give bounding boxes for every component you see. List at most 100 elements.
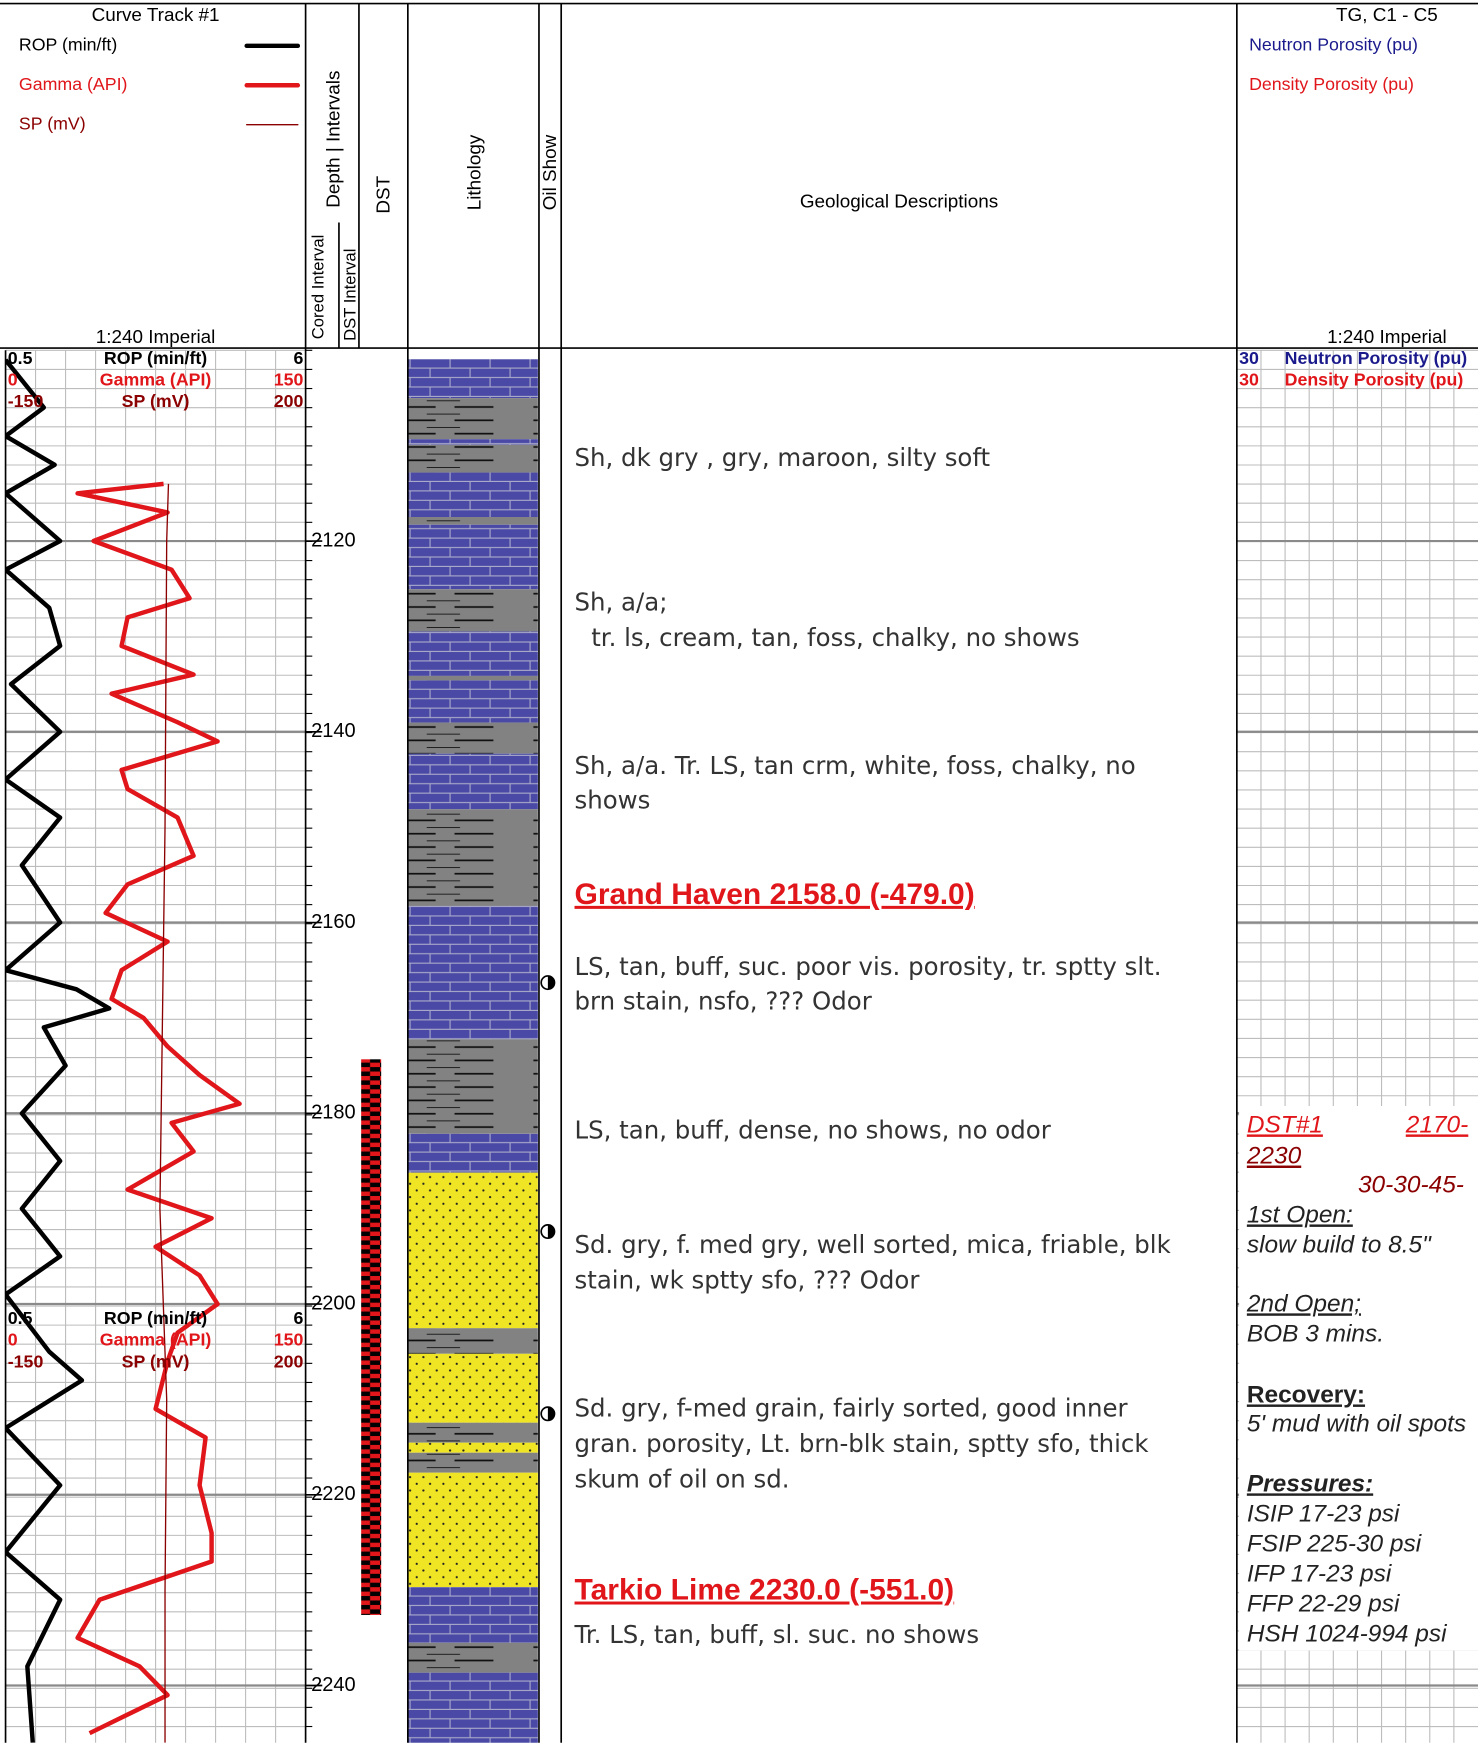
y-tick-label: 2160 [311,911,356,933]
scale-name: ROP (min/ft) [104,348,207,368]
legend: ROP (min/ft) Gamma (API) SP (mV) [19,35,301,133]
dst-text: slow build to 8.5" [1247,1231,1432,1258]
scale-max: 200 [274,1351,304,1371]
dst-text: 30-30-45- [1358,1171,1464,1198]
description: gran. porosity, Lt. brn-blk stain, sptty… [575,1429,1150,1458]
description: Sd. gry, f-med grain, fairly sorted, goo… [575,1393,1129,1422]
dst-text: BOB 3 mins. [1247,1320,1384,1347]
description: Sh, dk gry , gry, maroon, silty soft [575,443,991,472]
curves [5,358,242,1743]
dst-text: Pressures: [1247,1470,1373,1497]
curve-scales: 0.5 ROP (min/ft) 6 0 Gamma (API) 150 -150 SP (m… [8,348,304,1371]
sandstone [407,1172,538,1329]
shale [407,398,538,440]
dst-text: FSIP 225-30 psi [1247,1530,1422,1557]
oil-show-symbol [540,1224,556,1240]
scale-name: Gamma (API) [100,370,212,390]
shale [407,722,538,754]
description: skum of oil on sd. [575,1464,790,1493]
dst-text: 2170- [1405,1111,1469,1138]
dst-text: DST#1 [1247,1111,1323,1138]
shale [407,517,538,525]
oil-show-symbol [540,975,556,991]
limestone [407,753,538,810]
scale-min: 30 [1239,370,1259,390]
legend-label: Density Porosity (pu) [1249,74,1414,94]
formation-top: Tarkio Lime 2230.0 (-551.0) [575,1574,955,1607]
shale [407,1422,538,1443]
scale-name: SP (mV) [122,1351,190,1371]
scale-min: 0 [8,370,18,390]
limestone [407,1133,538,1173]
description: LS, tan, buff, suc. poor vis. porosity, … [575,952,1162,981]
legend-label: Neutron Porosity (pu) [1249,35,1418,55]
y-tick-label: 2180 [311,1102,356,1124]
limestone [407,1587,538,1643]
description: shows [575,785,651,814]
curve [5,358,112,1743]
dst-text: 2230 [1246,1143,1302,1170]
right-track-scales: Neutron Porosity (pu) 30 Neutron Porosity … [1239,35,1467,390]
limestone [407,1672,538,1743]
scale-name: Neutron Porosity (pu) [1285,348,1468,368]
legend-label: SP (mV) [19,113,86,133]
dst-text: ISIP 17-23 psi [1247,1500,1400,1527]
column-title: DST Interval [341,249,360,341]
limestone [407,905,538,1040]
y-tick-label: 2220 [311,1483,356,1505]
dst-text: 5' mud with oil spots [1247,1410,1466,1437]
dst-text: Recovery: [1247,1381,1365,1408]
dst-report: DST#1 2170- 2230 30-30-45- 1st Open: slo… [1239,1105,1478,1651]
column-title: Lithology [465,134,486,210]
sandstone [407,1353,538,1423]
right-track-title: TG, C1 - C5 [1336,5,1438,26]
scale-min: 0.5 [8,1308,33,1328]
curve [159,483,170,1743]
shale [407,1642,538,1673]
scale-min: -150 [8,391,44,411]
scale-min: -150 [8,1351,44,1371]
limestone [407,524,538,590]
limestone [407,359,538,399]
column-title: Cored Interval [308,235,327,340]
shale [407,675,538,681]
shale [407,1452,538,1473]
scale-name: SP (mV) [122,391,190,411]
depth-ticks: 2120 2140 2160 2180 2200 2220 2240 [305,349,356,1728]
description: tr. ls, cream, tan, foss, chalky, no sho… [591,623,1079,652]
scale-max: 200 [274,391,304,411]
shale [407,1039,538,1134]
limestone [407,472,538,518]
shale [407,444,538,473]
scale-min: 0.5 [8,348,33,368]
shale [407,1328,538,1354]
curve [75,481,242,1736]
formation-top: Grand Haven 2158.0 (-479.0) [575,878,975,911]
dst-text: 1st Open: [1247,1201,1353,1228]
description: Sh, a/a; [575,588,668,617]
description: Sd. gry, f. med gry, well sorted, mica, … [575,1230,1172,1259]
limestone [407,439,538,445]
sandstone [407,1442,538,1453]
legend-label: ROP (min/ft) [19,35,117,55]
column-title: Depth | Intervals [323,71,344,208]
y-tick-label: 2120 [311,529,356,551]
oil-show-symbol [540,1406,556,1422]
scale-max: 6 [293,1308,303,1328]
column-title: Geological Descriptions [800,191,998,212]
description: brn stain, nsfo, ??? Odor [575,987,873,1016]
column-title: Oil Show [540,134,561,210]
description: Tr. LS, tan, buff, sl. suc. no shows [574,1620,980,1649]
column-title: DST [373,175,394,213]
scale-max: 6 [293,348,303,368]
dst-text: IFP 17-23 psi [1247,1560,1392,1587]
scale-name: Density Porosity (pu) [1285,370,1464,390]
lithology-column [407,359,538,1743]
scale-name: Gamma (API) [100,1330,212,1350]
scale-label: 1:240 Imperial [1327,327,1447,348]
limestone [407,680,538,723]
limestone [407,631,538,676]
description: Sh, a/a. Tr. LS, tan crm, white, foss, c… [575,751,1136,780]
